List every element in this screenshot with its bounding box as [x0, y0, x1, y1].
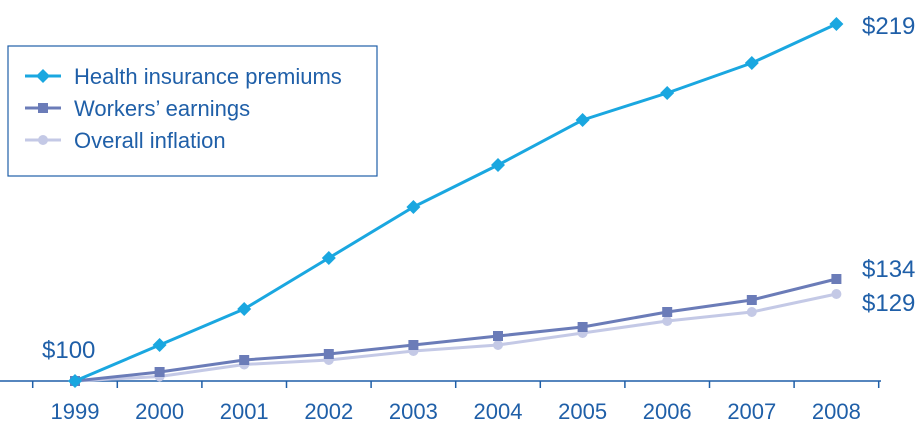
legend-item: Workers’ earnings	[25, 96, 250, 121]
legend: Health insurance premiums Workers’ earnin…	[7, 45, 378, 177]
x-tick-label: 1999	[51, 399, 100, 423]
data-point	[237, 302, 252, 316]
x-tick-label: 2005	[558, 399, 607, 423]
data-point	[406, 200, 421, 214]
legend-item: Overall inflation	[25, 128, 226, 153]
x-tick-label: 2004	[474, 399, 523, 423]
x-tick-label: 2001	[220, 399, 269, 423]
legend-label: Overall inflation	[74, 128, 226, 153]
data-point	[491, 158, 505, 172]
end-value-label: $129	[862, 290, 915, 317]
data-point	[577, 322, 588, 332]
x-axis-ticks	[31, 381, 880, 388]
series-2	[70, 274, 842, 386]
legend-swatch-marker	[38, 135, 48, 145]
data-point	[831, 289, 842, 299]
data-point	[746, 295, 757, 305]
legend-items: Health insurance premiums Workers’ earnin…	[25, 64, 342, 153]
end-value-label: $219	[862, 13, 915, 40]
data-point	[746, 307, 757, 317]
x-tick-label: 2003	[389, 399, 438, 423]
series-layer	[68, 17, 844, 388]
data-point	[321, 251, 336, 265]
x-tick-label: 2008	[812, 399, 861, 423]
legend-label: Health insurance premiums	[74, 64, 342, 89]
x-axis-tick-labels: 1999 2000 2001 2002 2003 2004 2005 2006 2007 2008	[51, 399, 861, 423]
start-value-label: $100	[42, 337, 95, 364]
legend-swatch-marker	[36, 69, 50, 83]
data-point	[323, 349, 334, 359]
data-point	[152, 338, 167, 352]
x-tick-label: 2002	[304, 399, 353, 423]
legend-box	[7, 45, 378, 177]
end-value-labels: $219 $134 $129	[862, 13, 915, 317]
data-point	[829, 17, 844, 31]
data-point	[154, 367, 165, 377]
data-point	[662, 307, 673, 317]
data-point	[660, 86, 675, 100]
data-point	[408, 340, 419, 350]
data-point	[493, 331, 503, 341]
series-line	[74, 277, 837, 383]
data-point	[239, 355, 250, 365]
x-tick-label: 2006	[643, 399, 692, 423]
legend-label: Workers’ earnings	[74, 96, 250, 121]
data-point	[493, 340, 503, 350]
data-point	[662, 316, 673, 326]
data-point	[831, 274, 842, 284]
end-value-label: $134	[862, 256, 915, 283]
x-tick-label: 2000	[135, 399, 184, 423]
data-point	[575, 113, 590, 127]
series-1	[68, 17, 844, 388]
legend-item: Health insurance premiums	[25, 64, 342, 89]
x-tick-label: 2007	[727, 399, 776, 423]
data-point	[744, 56, 759, 70]
series-line	[74, 22, 838, 383]
data-point	[68, 374, 82, 388]
series-line	[74, 292, 837, 383]
legend-swatch-marker	[38, 103, 48, 113]
